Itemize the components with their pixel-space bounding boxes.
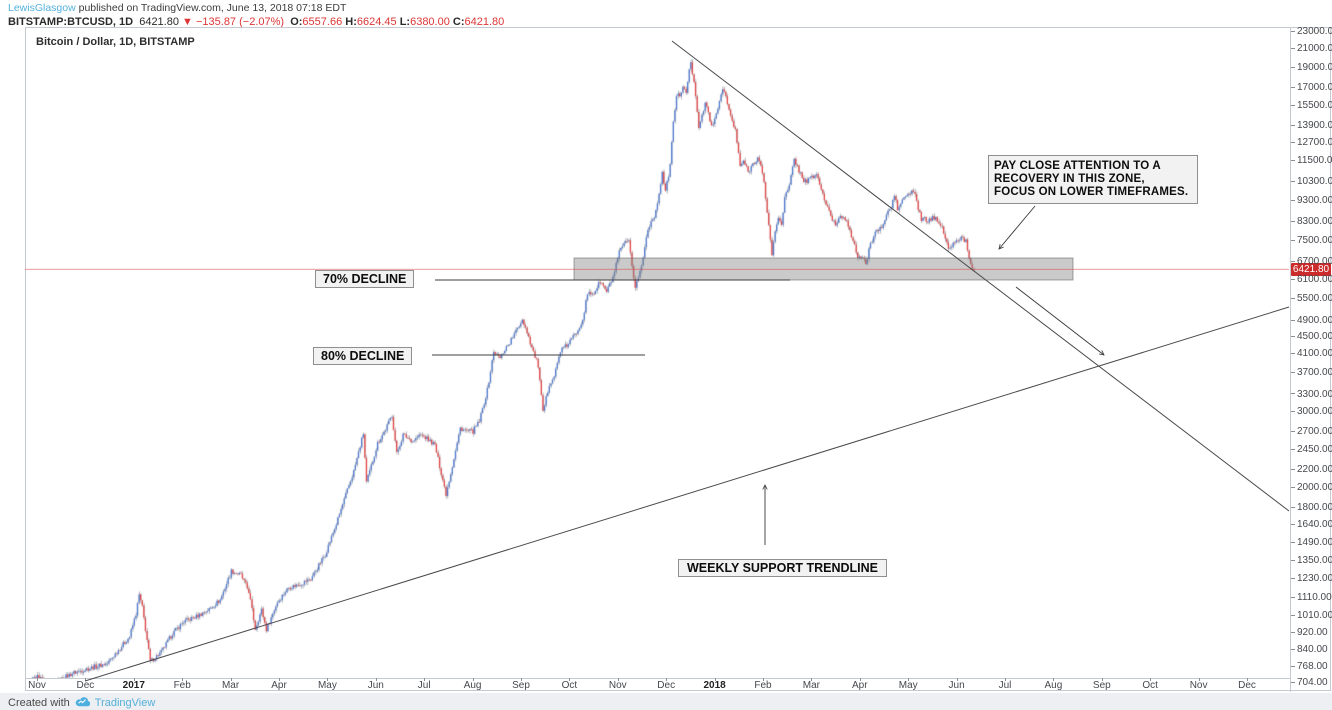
price-tick-label: 4500.00 [1291,331,1332,342]
price-tick-label: 7500.00 [1291,235,1332,246]
time-tick-label: Aug [463,680,482,691]
price-axis[interactable]: 6421.80 23000.00 21000.00 19000.00 17000.00… [1291,26,1332,692]
time-tick-label: Apr [852,680,868,691]
last-price-badge: 6421.80 [1291,263,1331,277]
price-tick-label: 840.00 [1291,644,1328,655]
price-tick-label: 6700.00 [1291,256,1332,267]
price-tick-label: 1010.00 [1291,610,1332,621]
price-tick-label: 19000.00 [1291,62,1332,73]
time-tick-label: 2017 [122,680,145,691]
price-change: −135.87 (−2.07%) [195,16,285,28]
price-tick-label: 1230.00 [1291,573,1332,584]
time-tick-label: Feb [754,680,772,691]
annotation-70-decline[interactable]: 70% DECLINE [315,270,415,288]
time-axis[interactable]: Nov Dec 2017 Feb Mar Apr May Jun Jul Aug Sep Oct Nov… [26,678,1290,692]
close-label: C: [452,16,465,28]
tradingview-cloud-logo-icon [75,696,91,710]
price-tick-label: 1350.00 [1291,555,1332,566]
price-tick-label: 10300.00 [1291,176,1332,187]
price-tick-label: 9300.00 [1291,195,1332,206]
time-tick-label: Nov [1189,680,1208,691]
open-value: 6557.66 [302,16,343,28]
high-label: H: [345,16,357,28]
low-label: L: [399,16,411,28]
price-tick-label: 21000.00 [1291,43,1332,54]
low-value: 6380.00 [410,16,450,28]
tradingview-brand-link[interactable]: TradingView [94,696,156,709]
time-tick-label: Apr [271,680,287,691]
price-tick-label: 2700.00 [1291,426,1332,437]
price-tick-label: 1110.00 [1291,592,1332,603]
annotation-80-decline[interactable]: 80% DECLINE [313,347,413,365]
chart-frame: Bitcoin / Dollar, 1D, BITSTAMP Nov Dec 201… [25,26,1332,692]
price-tick-label: 3000.00 [1291,406,1332,417]
time-tick-label: Sep [512,680,530,691]
snapshot-header: LewisGlasgow published on TradingView.co… [8,2,504,28]
last-price: 6421.80 [139,16,179,28]
time-tick-label: Jun [367,680,384,691]
time-tick-label: Dec [76,680,95,691]
time-tick-label: Jul [417,680,431,691]
price-tick-label: 920.00 [1291,627,1328,638]
publish-text: published on TradingView.com, June 13, 2… [75,2,347,14]
time-tick-label: Dec [657,680,676,691]
created-with-label: Created with [8,696,70,709]
price-tick-label: 11500.00 [1291,155,1332,166]
time-tick-label: Nov [28,680,46,691]
price-tick-label: 3300.00 [1291,389,1332,400]
price-tick-label: 12700.00 [1291,137,1332,148]
annotation-attention-note[interactable]: PAY CLOSE ATTENTION TO A RECOVERY IN THI… [988,155,1198,204]
symbol-info-bar: BITSTAMP:BTCUSD, 1D 6421.80 ▼ −135.87 (−… [8,16,504,28]
price-tick-label: 768.00 [1291,661,1328,672]
close-value: 6421.80 [464,16,505,28]
time-tick-label: Feb [173,680,191,691]
candlestick-chart-canvas[interactable] [26,28,1290,678]
annotation-weekly-support[interactable]: WEEKLY SUPPORT TRENDLINE [678,559,887,577]
direction-arrow-icon: ▼ [182,16,193,28]
time-tick-label: Jun [948,680,965,691]
price-tick-label: 2450.00 [1291,444,1332,455]
author-link[interactable]: LewisGlasgow [8,2,76,14]
price-tick-label: 3700.00 [1291,367,1332,378]
price-tick-label: 1640.00 [1291,519,1332,530]
chart-title: Bitcoin / Dollar, 1D, BITSTAMP [36,36,195,48]
time-tick-label: Nov [608,680,627,691]
time-tick-label: Jul [998,680,1012,691]
publish-info: LewisGlasgow published on TradingView.co… [8,2,504,14]
price-tick-label: 2000.00 [1291,482,1332,493]
high-value: 6624.45 [356,16,397,28]
price-tick-label: 2200.00 [1291,464,1332,475]
time-tick-label: May [317,680,337,691]
time-tickmark [37,678,38,681]
price-tick-label: 6100.00 [1291,274,1332,285]
price-tick-label: 704.00 [1291,677,1328,688]
time-tick-label: Aug [1044,680,1063,691]
footer-bar: Created with TradingView [0,693,1332,710]
price-tick-label: 17000.00 [1291,82,1332,93]
time-tick-label: Oct [561,680,578,691]
price-tick-label: 23000.00 [1291,26,1332,37]
price-tick-label: 15500.00 [1291,100,1332,111]
open-label: O: [290,16,303,28]
time-tick-label: May [898,680,918,691]
time-tick-label: Mar [221,680,240,691]
price-tick-label: 4100.00 [1291,348,1332,359]
price-tick-label: 13900.00 [1291,120,1332,131]
price-tick-label: 5500.00 [1291,293,1332,304]
price-axis-separator [1290,28,1291,692]
price-tick-label: 4900.00 [1291,315,1332,326]
symbol-name[interactable]: BITSTAMP:BTCUSD, 1D [8,16,134,28]
price-tick-label: 8300.00 [1291,216,1332,227]
time-tick-label: 2018 [703,680,726,691]
time-tick-label: Mar [802,680,821,691]
time-tick-label: Oct [1142,680,1158,691]
price-tick-label: 1490.00 [1291,537,1332,548]
time-tick-label: Sep [1092,680,1111,691]
time-tick-label: Dec [1238,680,1256,691]
price-tick-label: 1800.00 [1291,502,1332,513]
